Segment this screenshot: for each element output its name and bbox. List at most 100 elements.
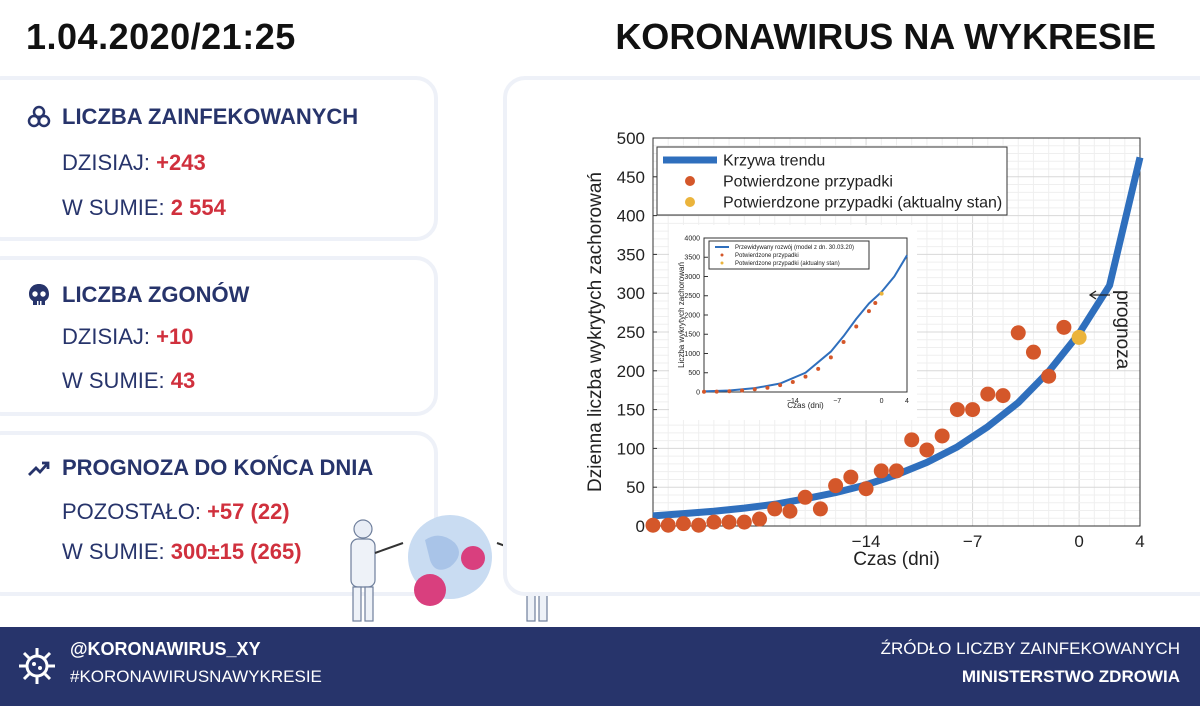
legend-entry: Potwierdzone przypadki bbox=[735, 253, 799, 259]
y-tick-label: 250 bbox=[617, 323, 645, 342]
inset-legend: Przewidywany rozwój (model z dn. 30.03.2… bbox=[708, 240, 870, 270]
data-point bbox=[828, 478, 844, 494]
data-point bbox=[790, 379, 795, 384]
infected-today: DZISIAJ: +243 bbox=[62, 150, 206, 175]
trend-up-icon bbox=[28, 461, 50, 476]
data-point bbox=[919, 442, 935, 458]
data-point bbox=[854, 324, 859, 329]
x-tick-label: 4 bbox=[1135, 532, 1144, 551]
annotation-arrowhead bbox=[1088, 290, 1097, 300]
data-point bbox=[765, 385, 770, 390]
y-tick-label: 0 bbox=[636, 517, 645, 536]
y-axis-label: Liczba wykrytych zachorowań bbox=[677, 262, 686, 368]
infected-total-value: 2 554 bbox=[170, 195, 226, 220]
y-tick-label: 300 bbox=[617, 284, 645, 303]
y-tick-label: 0 bbox=[696, 389, 700, 396]
data-point bbox=[841, 339, 846, 344]
footer-source-label: ŹRÓDŁO LICZBY ZAINFEKOWANYCH bbox=[880, 639, 1180, 658]
data-point bbox=[782, 503, 798, 519]
data-point bbox=[778, 383, 783, 388]
data-point bbox=[706, 514, 722, 530]
deaths-panel: LICZBA ZGONÓW DZISIAJ: +10 W SUMIE: 43 bbox=[0, 256, 438, 416]
x-tick-label: −7 bbox=[833, 398, 841, 405]
data-point bbox=[980, 386, 996, 402]
y-tick-label: 1500 bbox=[684, 332, 700, 339]
y-axis-label: Dzienna liczba wykrytych zachorowań bbox=[585, 172, 606, 492]
data-point bbox=[873, 463, 889, 479]
y-tick-label: 100 bbox=[617, 439, 645, 458]
y-tick-label: 50 bbox=[626, 478, 645, 497]
data-point bbox=[1025, 344, 1041, 360]
data-point bbox=[843, 469, 859, 485]
x-tick-label: −14 bbox=[787, 398, 799, 405]
current-point bbox=[879, 291, 884, 296]
data-point bbox=[691, 517, 707, 533]
y-tick-label: 500 bbox=[688, 370, 700, 377]
data-point bbox=[797, 489, 813, 505]
forecast-heading: PROGNOZA DO KOŃCA DNIA bbox=[62, 455, 374, 480]
data-point bbox=[803, 374, 808, 379]
footer-source: MINISTERSTWO ZDROWIA bbox=[961, 667, 1180, 686]
y-tick-label: 3000 bbox=[684, 274, 700, 281]
x-axis-label: Czas (dni) bbox=[853, 549, 940, 570]
data-point bbox=[1041, 368, 1057, 384]
data-point bbox=[660, 517, 676, 533]
data-point bbox=[889, 463, 904, 479]
x-tick-label: 4 bbox=[905, 398, 909, 405]
data-point bbox=[995, 388, 1011, 404]
y-tick-label: 400 bbox=[617, 207, 645, 226]
y-tick-label: 3500 bbox=[684, 255, 700, 262]
x-tick-label: 0 bbox=[880, 398, 884, 405]
current-point bbox=[1071, 329, 1087, 345]
y-tick-label: 500 bbox=[617, 129, 645, 148]
legend-swatch-point bbox=[685, 197, 695, 207]
biohazard-icon bbox=[27, 105, 51, 128]
x-tick-label: −14 bbox=[852, 532, 881, 551]
y-tick-label: 2000 bbox=[684, 312, 700, 319]
data-point bbox=[1010, 325, 1026, 341]
legend-swatch-point bbox=[720, 261, 724, 265]
page-title: KORONAWIRUS NA WYKRESIE bbox=[615, 16, 1156, 57]
inset-marks bbox=[702, 254, 908, 394]
legend-entry: Krzywa trendu bbox=[723, 153, 825, 170]
date-time: 1.04.2020/21:25 bbox=[26, 16, 296, 57]
data-point bbox=[752, 387, 757, 392]
chart-panel: 0 50 100 150 200 250 300 350 400 450 500 −14 −7 0 4 Cza… bbox=[503, 76, 1200, 596]
footer-handle: @KORONAWIRUS_XY bbox=[70, 639, 261, 659]
data-point bbox=[866, 309, 871, 314]
person-left-icon bbox=[350, 519, 404, 622]
legend-entry: Potwierdzone przypadki bbox=[723, 174, 893, 191]
y-tick-label: 2500 bbox=[684, 293, 700, 300]
chart-annotation: prognoza bbox=[1112, 290, 1133, 370]
data-point bbox=[812, 501, 828, 517]
legend-swatch-point bbox=[720, 253, 724, 257]
y-tick-label: 200 bbox=[617, 362, 645, 381]
forecast-total-value: 300±15 (265) bbox=[170, 539, 302, 564]
infected-total: W SUMIE: 2 554 bbox=[62, 195, 226, 220]
data-point bbox=[721, 514, 737, 530]
x-axis-label: Czas (dni) bbox=[787, 401, 824, 410]
legend-entry: Potwierdzone przypadki (aktualny stan) bbox=[735, 261, 840, 267]
legend-entry: Potwierdzone przypadki (aktualny stan) bbox=[723, 195, 1002, 212]
forecast-total: W SUMIE: 300±15 (265) bbox=[62, 539, 302, 564]
virus-logo-icon bbox=[19, 648, 55, 684]
data-point bbox=[949, 402, 965, 418]
data-point bbox=[816, 366, 821, 371]
deaths-today-value: +10 bbox=[156, 324, 194, 349]
deaths-today: DZISIAJ: +10 bbox=[62, 324, 194, 349]
data-point bbox=[904, 432, 920, 448]
legend-swatch-point bbox=[685, 176, 695, 186]
data-point bbox=[675, 516, 691, 532]
legend-entry: Przewidywany rozwój (model z dn. 30.03.2… bbox=[735, 245, 854, 251]
data-point bbox=[714, 389, 719, 394]
data-point bbox=[1056, 319, 1072, 335]
y-tick-label: 450 bbox=[617, 168, 645, 187]
data-point bbox=[736, 514, 752, 530]
virus-icon bbox=[414, 546, 485, 606]
data-point bbox=[828, 355, 833, 360]
data-point bbox=[752, 511, 768, 527]
forecast-remaining-value: +57 (22) bbox=[207, 499, 290, 524]
data-point bbox=[873, 301, 878, 306]
legend-box bbox=[708, 240, 870, 270]
